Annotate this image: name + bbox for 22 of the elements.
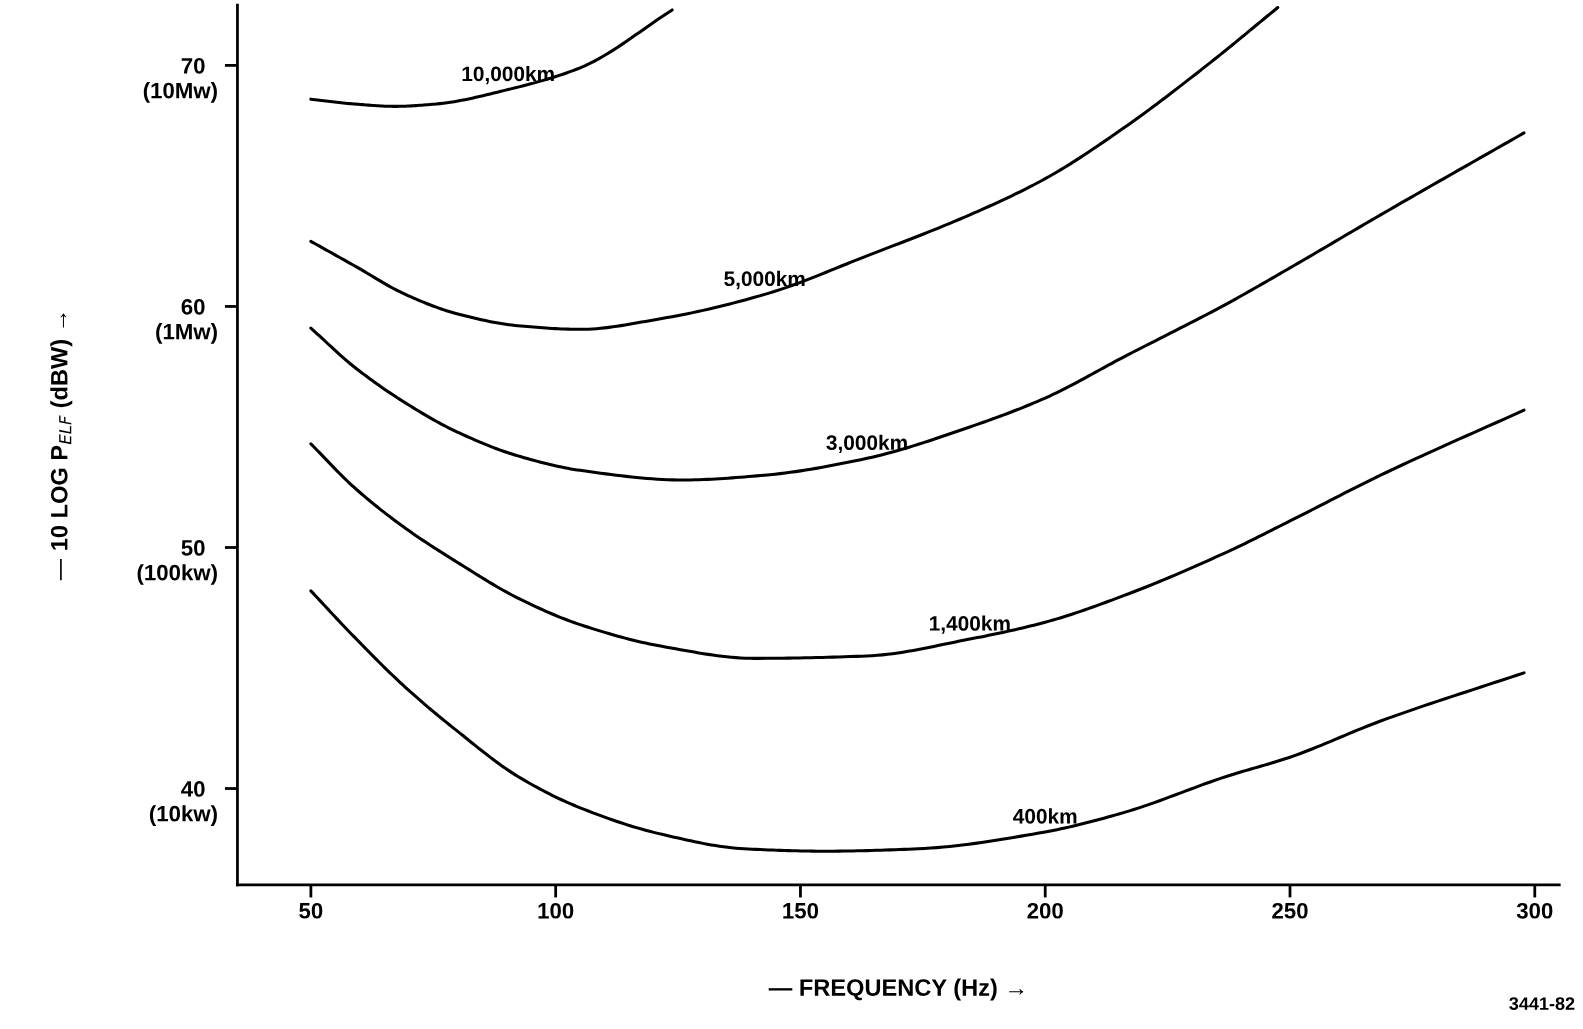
x-tick-label: 150 xyxy=(783,902,819,919)
y-tick-label: 70 xyxy=(181,57,205,74)
series-label: 3,000km xyxy=(826,434,907,454)
x-tick-label: 100 xyxy=(538,902,574,919)
text: (1Mw) xyxy=(156,323,217,344)
y-tick-label: 50 xyxy=(181,540,205,556)
series-label: 1,400km xyxy=(930,615,1010,634)
text: (10Mw) xyxy=(143,82,217,103)
series-label: 400km xyxy=(1013,808,1077,824)
x-tick-label: 250 xyxy=(1272,902,1308,919)
x-tick-label: 200 xyxy=(1027,902,1063,919)
text: (100kw) xyxy=(137,564,217,585)
text: (10kw) xyxy=(149,805,217,826)
x-axis-title: — FREQUENCY (Hz) → xyxy=(768,978,1024,1001)
series-label: 10,000km xyxy=(462,65,554,85)
x-tick-label: 50 xyxy=(299,902,323,919)
y-axis-title: — 10 LOG P$_{ELF}$ (dBW) → xyxy=(50,313,73,581)
y-tick-label: 60 xyxy=(181,298,205,315)
series-label: 5,000km xyxy=(724,270,805,290)
y-tick-label: 40 xyxy=(181,781,205,797)
x-tick-label: 300 xyxy=(1516,902,1553,919)
text: 3441-82 xyxy=(1509,997,1575,1011)
